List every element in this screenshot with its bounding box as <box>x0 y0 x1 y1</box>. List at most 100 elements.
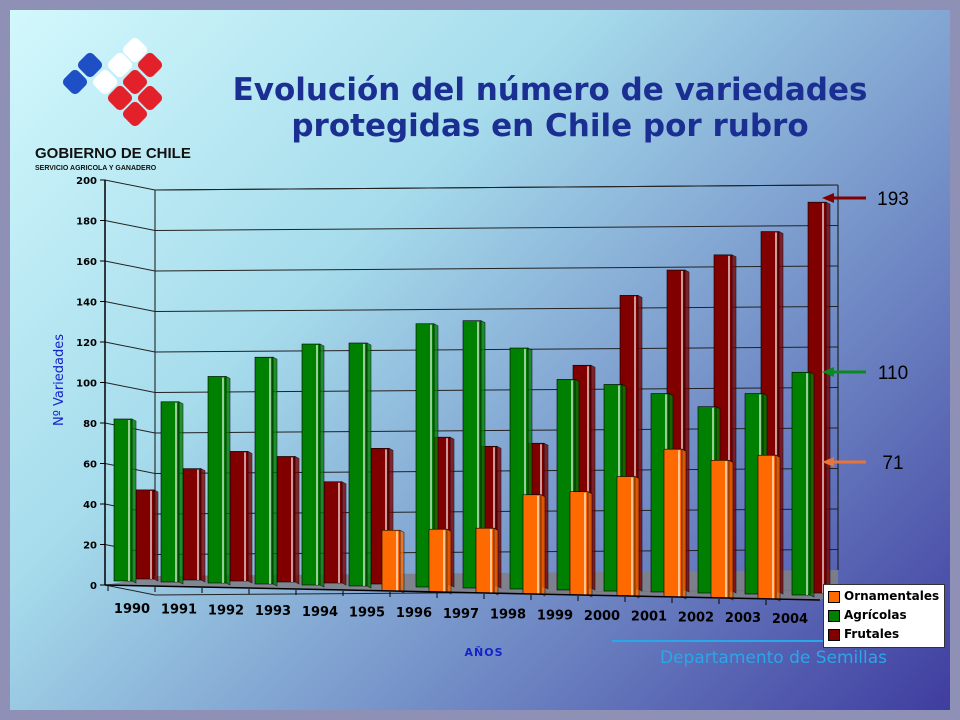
bar-ornamentales-1998 <box>475 527 499 596</box>
gridline-diag <box>104 179 156 191</box>
y-tick-label: 180 <box>76 217 97 228</box>
y-tick-label: 0 <box>90 581 97 592</box>
bar-ornamentales-1997 <box>428 528 452 595</box>
annotation-arrowhead <box>822 193 834 203</box>
bar-side <box>178 401 184 585</box>
x-tick-label: 2001 <box>631 610 667 625</box>
legend-swatch-frutales <box>828 628 840 641</box>
bar-side <box>634 476 640 599</box>
x-tick-label: 1999 <box>537 608 573 623</box>
bar-agrícolas-2004 <box>791 371 815 598</box>
y-tick-label: 40 <box>83 500 97 511</box>
bar-frutales-1990 <box>135 489 159 582</box>
bar-agrícolas-1994 <box>301 343 325 588</box>
x-tick-label: 1994 <box>302 605 338 620</box>
x-tick-label: 1998 <box>490 608 526 623</box>
annotation-arrowhead <box>822 457 834 467</box>
y-tick-label: 80 <box>83 419 97 430</box>
title-line-1: Evolución del número de variedades <box>232 72 868 108</box>
bar-side <box>809 371 815 598</box>
y-tick-label: 60 <box>83 460 97 471</box>
bar-agrícolas-1993 <box>254 356 278 587</box>
annotation-agrícolas: 110 <box>822 363 908 384</box>
x-tick-label: 2000 <box>584 609 620 624</box>
bar-side <box>587 491 593 598</box>
annotation-value: 71 <box>882 453 903 474</box>
x-tick-label: 1997 <box>443 607 479 622</box>
bar-side <box>540 494 546 597</box>
bar-side <box>681 448 687 600</box>
bar-ornamentales-2001 <box>616 476 640 599</box>
x-tick-label: 1995 <box>349 606 385 621</box>
annotation-ornamentales: 71 <box>822 453 904 474</box>
bar-side <box>294 455 300 585</box>
annotation-arrowhead <box>822 367 834 377</box>
bar-ornamentales-2000 <box>569 491 593 598</box>
chart-bars <box>113 201 831 602</box>
bar-ornamentales-1996 <box>381 529 405 594</box>
gridline-diag <box>104 341 156 353</box>
bar-side <box>399 529 405 594</box>
value-annotations: 193 110 71 <box>822 189 909 474</box>
x-tick-label: 1996 <box>396 606 432 621</box>
gridline-diag <box>104 301 156 312</box>
logo-text-2: SERVICIO AGRICOLA Y GANADERO <box>35 165 157 172</box>
bar-frutales-1993 <box>276 455 300 585</box>
bar-frutales-1992 <box>229 450 253 584</box>
bar-frutales-1991 <box>182 468 206 583</box>
bar-ornamentales-2003 <box>710 459 734 601</box>
gridline <box>154 225 839 231</box>
bar-side <box>366 342 372 589</box>
bar-side <box>493 527 499 596</box>
logo-star-icon <box>62 37 163 127</box>
page-title: Evolución del número de variedades prote… <box>190 72 910 144</box>
bar-side <box>131 418 137 584</box>
x-axis-line <box>104 584 821 601</box>
gridline-diag <box>104 260 156 272</box>
bar-side <box>775 454 781 602</box>
logo-text-1: GOBIERNO DE CHILE <box>35 145 191 162</box>
x-tick-label: 1993 <box>255 604 291 619</box>
bar-side <box>225 375 231 586</box>
x-tick-label: 1991 <box>161 603 197 618</box>
x-axis: 1990 1991 1992 1993 1994 1995 1996 1997 1998 1999… <box>104 584 821 627</box>
bar-side <box>153 489 159 582</box>
y-tick-label: 100 <box>76 379 97 390</box>
gridline-diag <box>104 220 156 231</box>
chart-legend: Ornamentales Agrícolas Frutales <box>823 584 945 648</box>
legend-label-frutales: Frutales <box>844 627 900 641</box>
legend-swatch-agricolas <box>828 609 840 622</box>
bar-agrícolas-1990 <box>113 418 137 584</box>
x-tick-label: 2003 <box>725 611 761 626</box>
legend-item-ornamentales: Ornamentales <box>828 588 939 604</box>
bar-agrícolas-1992 <box>207 375 231 586</box>
bar-frutales-1994 <box>323 481 347 586</box>
bar-side <box>247 450 253 584</box>
bar-agrícolas-1997 <box>462 320 486 591</box>
bar-agrícolas-1995 <box>348 342 372 589</box>
x-tick-label: 2002 <box>678 610 714 625</box>
x-tick-label: 1992 <box>208 603 244 618</box>
y-axis-label: Nº Variedades <box>52 334 67 426</box>
bar-ornamentales-2004 <box>757 454 781 602</box>
legend-item-agricolas: Agrícolas <box>828 607 907 623</box>
x-tick-label: 2004 <box>772 612 808 627</box>
annotation-value: 193 <box>877 189 909 210</box>
legend-item-frutales: Frutales <box>828 626 899 642</box>
bar-side <box>825 201 831 596</box>
annotation-value: 110 <box>878 363 908 384</box>
x-tick-label: 1990 <box>114 602 150 617</box>
y-tick-label: 160 <box>76 257 97 268</box>
gridline-diag <box>104 584 156 596</box>
bar-side <box>341 481 347 586</box>
y-tick-label: 120 <box>76 338 97 349</box>
y-tick-label: 20 <box>83 541 97 552</box>
legend-label-agricolas: Agrícolas <box>844 608 907 622</box>
legend-label-ornamentales: Ornamentales <box>844 589 940 603</box>
y-tick-label: 200 <box>76 176 97 187</box>
title-line-2: protegidas en Chile por rubro <box>291 108 809 144</box>
y-tick-label: 140 <box>76 298 97 309</box>
gridline <box>154 184 839 191</box>
gobierno-logo: GOBIERNO DE CHILE SERVICIO AGRICOLA Y GA… <box>35 37 191 172</box>
